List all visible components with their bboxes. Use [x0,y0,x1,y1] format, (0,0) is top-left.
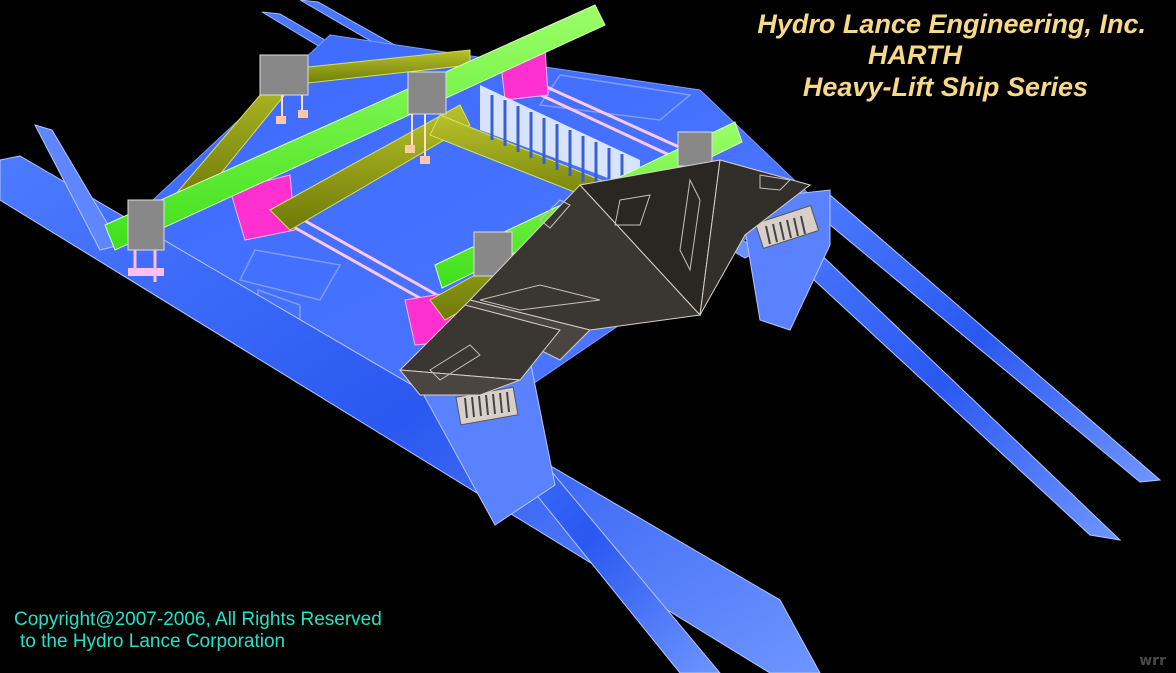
company-title: Hydro Lance Engineering, Inc. [757,9,1146,39]
front-hull-left [0,124,821,673]
strut-rear [739,189,831,331]
strut-front [409,359,556,526]
model-title: HARTH [868,40,962,70]
series-title: Heavy-Lift Ship Series [802,72,1088,102]
copyright-line-2: to the Hydro Lance Corporation [20,631,286,652]
artist-signature: wrr [1139,653,1166,669]
side-hull-right-2 [798,194,1162,483]
bridge-structure [398,159,812,396]
cargo-cage [480,85,640,198]
copyright-line-1: Copyright@2007-2006, All Rights Reserved [14,609,382,630]
